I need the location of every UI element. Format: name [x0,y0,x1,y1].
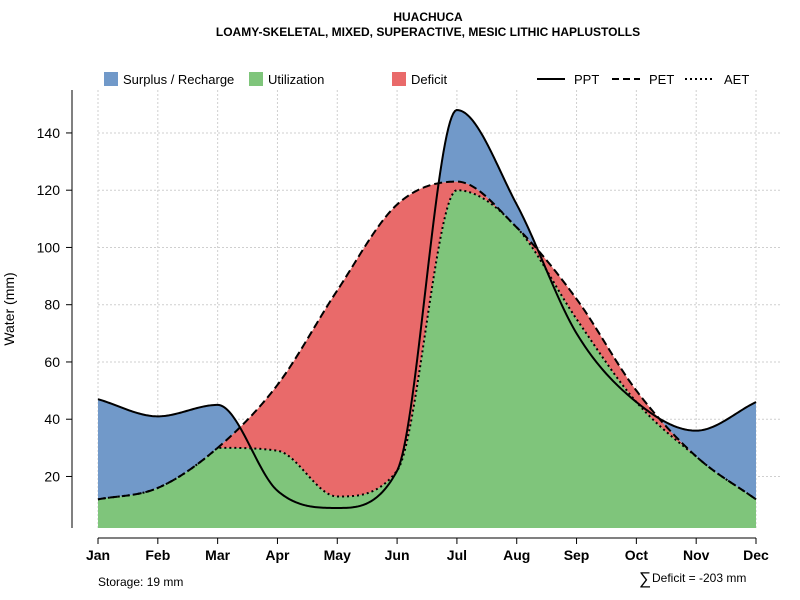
y-tick-label-20: 20 [44,468,60,484]
y-tick-label-120: 120 [37,182,61,198]
legend-swatch-deficit [392,72,406,86]
deficit-area [98,181,756,500]
x-tick-label-jun: Jun [385,547,410,563]
legend-swatch-utilization [249,72,263,86]
chart-title: HUACHUCA [393,10,463,24]
x-tick-label-oct: Oct [625,547,649,563]
x-tick-label-nov: Nov [683,547,710,563]
x-tick-label-aug: Aug [503,547,530,563]
legend-label-surplus: Surplus / Recharge [123,72,234,87]
x-tick-label-sep: Sep [564,547,590,563]
fill-areas [98,110,756,528]
x-tick-label-apr: Apr [265,547,290,563]
x-tick-label-jan: Jan [86,547,110,563]
legend-label-ppt: PPT [574,72,599,87]
utilization-area [98,190,756,528]
legend-swatch-surplus [104,72,118,86]
y-tick-label-100: 100 [37,239,61,255]
chart-subtitle: LOAMY-SKELETAL, MIXED, SUPERACTIVE, MESI… [216,25,640,39]
sum-symbol: ∑ [639,569,651,588]
x-tick-label-feb: Feb [145,547,170,563]
legend: Surplus / Recharge Utilization Deficit P… [104,72,749,87]
x-tick-label-may: May [324,547,351,563]
series-line-aet [97,189,757,501]
series-lines [97,109,757,509]
legend-label-pet: PET [649,72,674,87]
x-tick-label-mar: Mar [205,547,230,563]
x-tick-label-jul: Jul [447,547,467,563]
storage-note: Storage: 19 mm [98,575,183,589]
axes: 20 40 60 80 100 120 140 Jan Feb Mar Apr May Jun Jul Au… [37,90,769,563]
surplus-area [98,110,756,500]
y-axis-label: Water (mm) [1,272,17,345]
y-tick-label-80: 80 [44,297,60,313]
y-tick-label-40: 40 [44,411,60,427]
legend-label-aet: AET [724,72,749,87]
y-tick-label-140: 140 [37,125,61,141]
deficit-note: Deficit = -203 mm [652,571,746,585]
series-line-ppt [97,109,757,509]
legend-label-deficit: Deficit [411,72,448,87]
x-tick-label-dec: Dec [743,547,769,563]
y-tick-label-60: 60 [44,354,60,370]
legend-label-utilization: Utilization [268,72,324,87]
